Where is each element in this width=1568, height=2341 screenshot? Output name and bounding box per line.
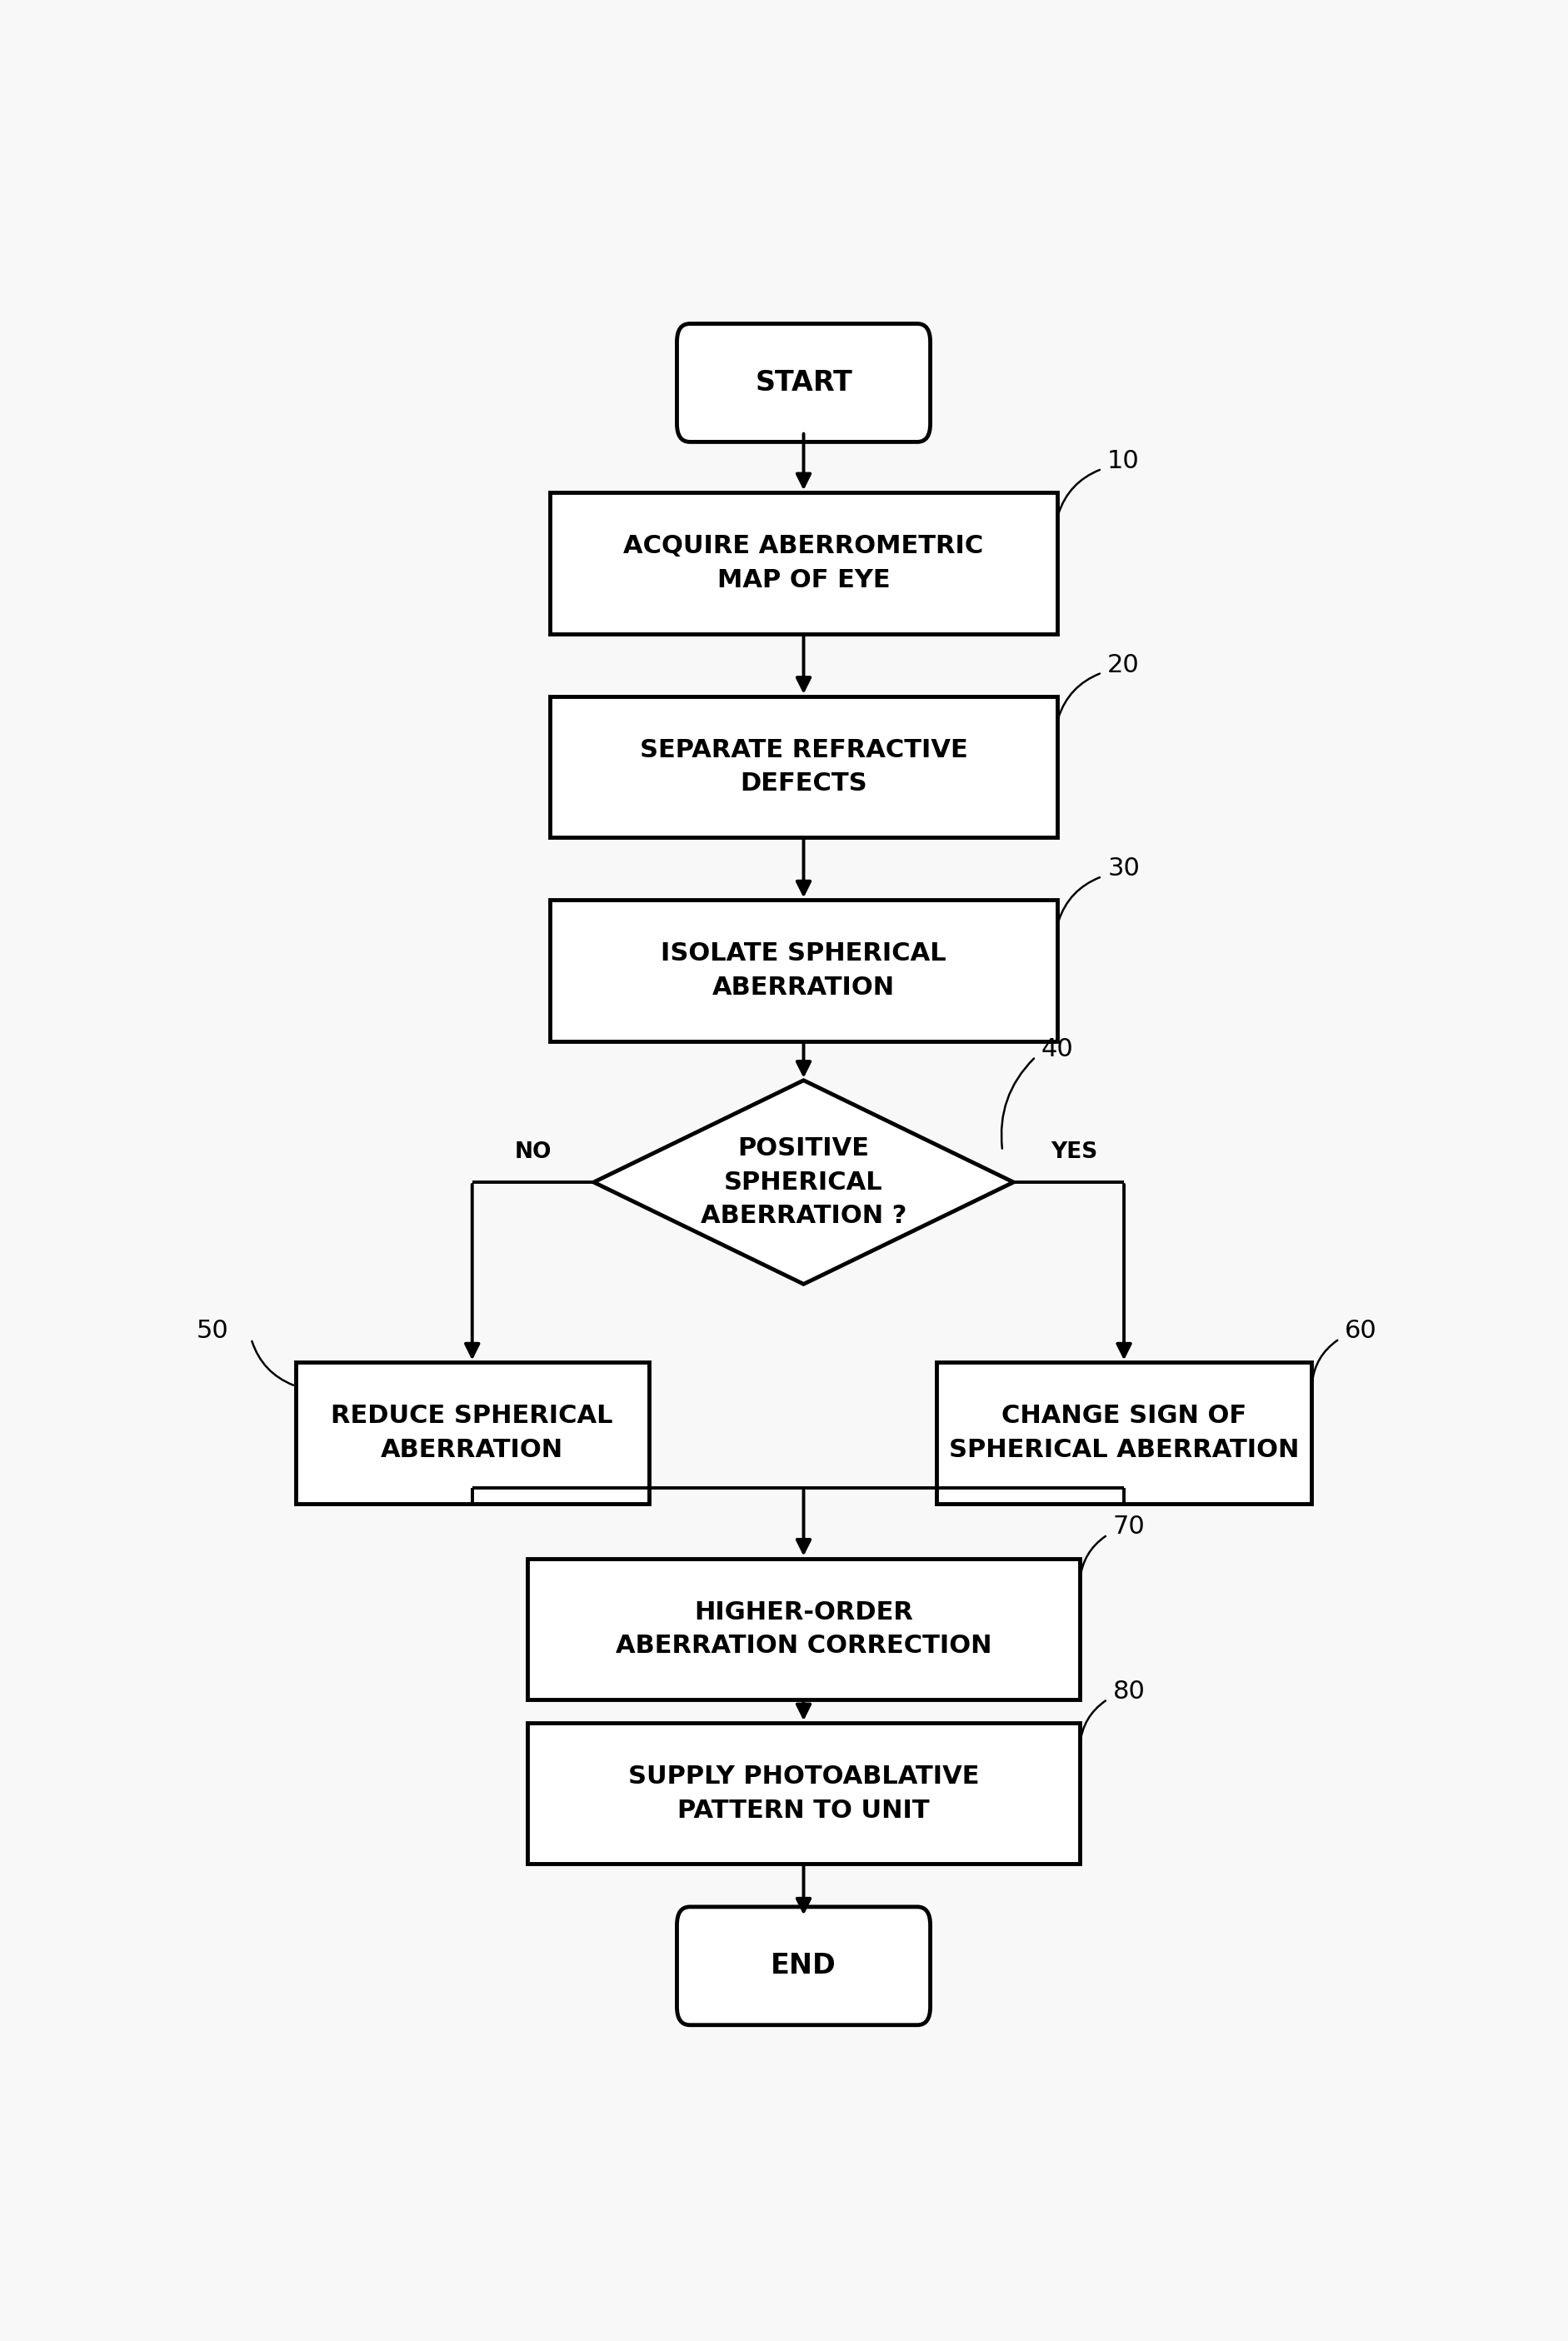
Text: 20: 20 (1107, 653, 1140, 677)
Text: 60: 60 (1345, 1318, 1377, 1344)
Text: POSITIVE
SPHERICAL
ABERRATION ?: POSITIVE SPHERICAL ABERRATION ? (701, 1135, 906, 1229)
FancyBboxPatch shape (549, 695, 1058, 838)
Text: REDUCE SPHERICAL
ABERRATION: REDUCE SPHERICAL ABERRATION (331, 1405, 613, 1461)
Text: YES: YES (1051, 1142, 1098, 1163)
Text: SEPARATE REFRACTIVE
DEFECTS: SEPARATE REFRACTIVE DEFECTS (640, 737, 967, 796)
FancyBboxPatch shape (549, 899, 1058, 1042)
Text: 50: 50 (196, 1318, 229, 1344)
Text: END: END (771, 1952, 836, 1980)
FancyBboxPatch shape (936, 1362, 1312, 1503)
Text: ACQUIRE ABERROMETRIC
MAP OF EYE: ACQUIRE ABERROMETRIC MAP OF EYE (624, 534, 983, 592)
Text: CHANGE SIGN OF
SPHERICAL ABERRATION: CHANGE SIGN OF SPHERICAL ABERRATION (949, 1405, 1300, 1461)
Text: 40: 40 (1041, 1037, 1074, 1060)
Text: 30: 30 (1107, 857, 1140, 880)
FancyBboxPatch shape (295, 1362, 649, 1503)
Text: START: START (754, 370, 853, 396)
Text: 80: 80 (1113, 1678, 1145, 1704)
FancyBboxPatch shape (549, 492, 1058, 634)
FancyBboxPatch shape (677, 323, 930, 442)
FancyBboxPatch shape (527, 1559, 1080, 1700)
Text: HIGHER-ORDER
ABERRATION CORRECTION: HIGHER-ORDER ABERRATION CORRECTION (616, 1599, 991, 1657)
Polygon shape (594, 1079, 1013, 1285)
Text: 70: 70 (1113, 1515, 1145, 1538)
Text: ISOLATE SPHERICAL
ABERRATION: ISOLATE SPHERICAL ABERRATION (660, 941, 947, 1000)
Text: 10: 10 (1107, 449, 1140, 473)
FancyBboxPatch shape (527, 1723, 1080, 1863)
Text: SUPPLY PHOTOABLATIVE
PATTERN TO UNIT: SUPPLY PHOTOABLATIVE PATTERN TO UNIT (629, 1765, 978, 1821)
Text: NO: NO (514, 1142, 552, 1163)
FancyBboxPatch shape (677, 1908, 930, 2025)
